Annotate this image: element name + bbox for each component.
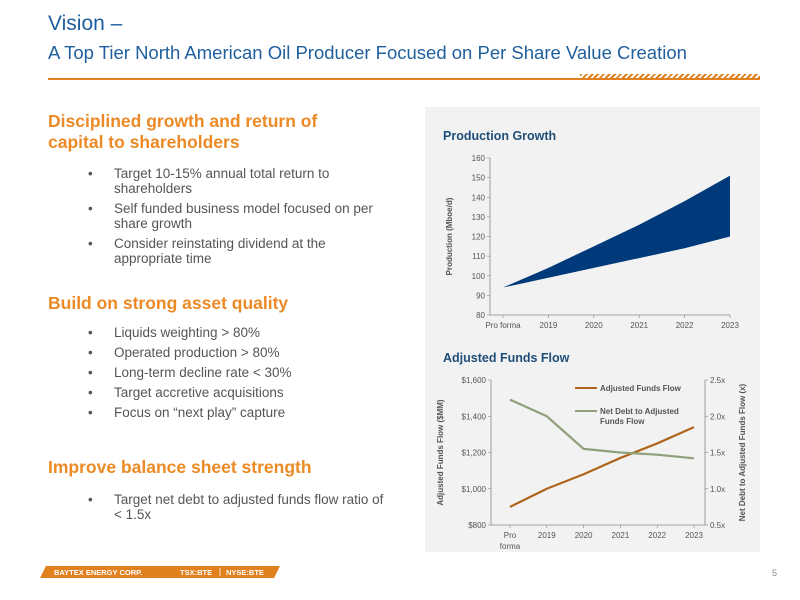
bullet-list-assets: Liquids weighting > 80% Operated product… (84, 325, 404, 425)
y-tick-label: 100 (472, 272, 486, 281)
x-tick-label: Pro (504, 531, 517, 540)
heading-line: Build on strong asset quality (48, 293, 289, 313)
x-tick-label: 2023 (721, 321, 739, 330)
y-axis-label: Adjusted Funds Flow ($MM) (436, 399, 445, 506)
page-subtitle: A Top Tier North American Oil Producer F… (48, 42, 687, 63)
y-axis-label: Production (Mboe/d) (445, 197, 454, 275)
y-tick-label: 120 (472, 233, 486, 242)
x-tick-label: forma (500, 542, 521, 551)
legend-label: Adjusted Funds Flow (600, 384, 682, 393)
section-heading-balance-sheet: Improve balance sheet strength (48, 457, 312, 478)
x-tick-label: 2020 (575, 531, 593, 540)
net-debt-ratio-line (509, 398, 695, 460)
heading-line: Disciplined growth and return of (48, 111, 318, 131)
x-tick-label: 2022 (648, 531, 666, 540)
y2-tick-label: 1.0x (710, 485, 725, 494)
y-tick-label: $1,600 (462, 376, 487, 385)
list-item: Self funded business model focused on pe… (84, 201, 384, 231)
page-number: 5 (772, 568, 778, 578)
y2-tick-label: 1.5x (710, 449, 725, 458)
y2-tick-label: 2.0x (710, 412, 725, 421)
y2-axis-label: Net Debt to Adjusted Funds Flow (x) (738, 383, 747, 521)
production-growth-chart: 80 90 100 110 120 130 140 150 160 Pro forma 2019 20… (445, 154, 739, 330)
list-item: Consider reinstating dividend at the app… (84, 236, 384, 266)
bullet-list-balance-sheet: Target net debt to adjusted funds flow r… (84, 492, 384, 527)
production-range-area (503, 175, 730, 288)
y-tick-label: 160 (472, 154, 486, 163)
list-item: Target accretive acquisitions (84, 385, 404, 400)
x-tick-label: 2021 (630, 321, 648, 330)
heading-line: Improve balance sheet strength (48, 457, 312, 477)
y-tick-label: 80 (476, 311, 485, 320)
y2-tick-label: 2.5x (710, 376, 725, 385)
y-tick-label: $1,400 (462, 412, 487, 421)
list-item: Liquids weighting > 80% (84, 325, 404, 340)
funds-flow-chart-title: Adjusted Funds Flow (443, 351, 570, 365)
y2-tick-label: 0.5x (710, 521, 725, 530)
charts-panel (425, 107, 760, 552)
x-tick-label: 2019 (540, 321, 558, 330)
list-item: Focus on “next play” capture (84, 405, 404, 420)
x-tick-label: 2023 (685, 531, 703, 540)
x-tick-label: 2022 (676, 321, 694, 330)
footer-brand-bar: BAYTEX ENERGY CORP. TSX:BTE NYSE:BTE (40, 566, 280, 578)
x-tick-label: 2020 (585, 321, 603, 330)
y-tick-label: 140 (472, 193, 486, 202)
x-tick-label: 2019 (538, 531, 556, 540)
title-divider (48, 78, 760, 80)
legend-label: Net Debt to Adjusted (600, 407, 679, 416)
y-tick-label: 150 (472, 174, 486, 183)
page-title: Vision – (48, 12, 123, 35)
y-tick-label: 110 (472, 252, 485, 261)
adjusted-funds-flow-line (509, 426, 695, 508)
y-tick-label: $1,000 (462, 485, 487, 494)
y-tick-label: 130 (472, 213, 486, 222)
y-tick-label: $800 (468, 521, 486, 530)
list-item: Target net debt to adjusted funds flow r… (84, 492, 384, 522)
title-divider-hatch (580, 74, 760, 78)
footer-company: BAYTEX ENERGY CORP. (54, 568, 142, 577)
x-tick-label: 2021 (612, 531, 630, 540)
adjusted-funds-flow-chart: $800 $1,000 $1,200 $1,400 $1,600 0.5x 1.0x 1.5x… (436, 376, 747, 551)
production-chart-title: Production Growth (443, 129, 557, 143)
x-tick-label: Pro forma (485, 321, 521, 330)
list-item: Operated production > 80% (84, 345, 404, 360)
heading-line: capital to shareholders (48, 132, 240, 152)
section-heading-growth: Disciplined growth and return of capital… (48, 111, 317, 153)
y-tick-label: 90 (476, 291, 485, 300)
footer-tsx: TSX:BTE (180, 568, 212, 577)
bullet-list-growth: Target 10-15% annual total return to sha… (84, 166, 384, 271)
list-item: Long-term decline rate < 30% (84, 365, 404, 380)
section-heading-assets: Build on strong asset quality (48, 293, 288, 314)
legend-label: Funds Flow (600, 417, 645, 426)
footer-nyse: NYSE:BTE (226, 568, 264, 577)
y-tick-label: $1,200 (462, 449, 487, 458)
list-item: Target 10-15% annual total return to sha… (84, 166, 384, 196)
